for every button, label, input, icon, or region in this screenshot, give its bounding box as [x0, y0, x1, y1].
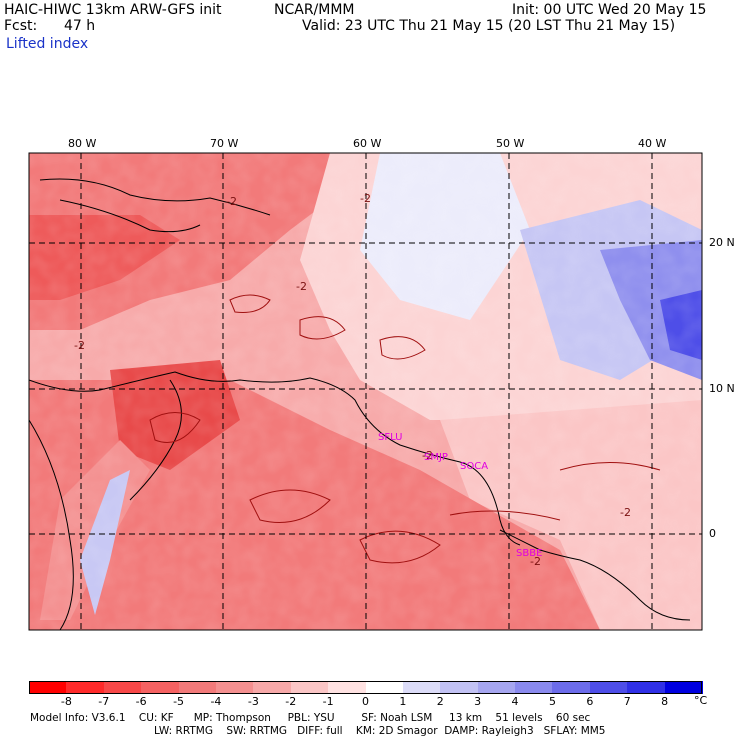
station-label: SBBE — [516, 548, 543, 559]
contour-label: -2 — [360, 192, 371, 205]
colorbar-segment — [365, 681, 404, 694]
coastlines — [28, 178, 691, 631]
colorbar-tick-label: 3 — [474, 695, 482, 708]
colorbar-tick-label: -8 — [60, 695, 72, 708]
colorbar-unit: °C — [694, 694, 708, 707]
colorbar-tick-label: 0 — [362, 695, 369, 708]
colorbar-tick-label: 1 — [399, 695, 407, 708]
colorbar-tick-label: 7 — [623, 695, 631, 708]
forecast-hour: 47 h — [64, 18, 96, 34]
colorbar-tick-label: -7 — [98, 695, 110, 708]
contour-label: -2 — [74, 339, 85, 352]
colorbar-tick-label: -5 — [173, 695, 185, 708]
contour-loop — [359, 530, 441, 564]
colorbar-segment — [103, 681, 142, 694]
colorbar-segment — [290, 681, 329, 694]
valid-time: Valid: 23 UTC Thu 21 May 15 (20 LST Thu … — [302, 18, 676, 34]
colorbar-segment — [328, 681, 367, 694]
colorbar-segment — [141, 681, 180, 694]
lon-label: 50 W — [496, 137, 525, 150]
contours — [149, 294, 661, 564]
forecast-label: Fcst: — [4, 18, 38, 34]
colorbar-tick-label: 6 — [586, 695, 594, 708]
station-label: SOCA — [460, 461, 489, 472]
colorbar-segment — [664, 681, 703, 694]
colorbar-segment — [178, 681, 217, 694]
contour-label: -2 — [530, 555, 541, 568]
lake-maracaibo-andes — [129, 379, 182, 501]
station-label: SFLU — [378, 432, 403, 443]
colorbar-segment — [515, 681, 554, 694]
contour-loop — [249, 489, 331, 523]
lat-label: 0 — [709, 527, 716, 540]
colorbar-tick-label: 4 — [511, 695, 519, 708]
contour-loop — [299, 316, 346, 340]
colorbar-segment — [402, 681, 441, 694]
colorbar-segment — [29, 681, 67, 694]
lat-label: 10 N — [709, 382, 735, 395]
colorbar-segment — [477, 681, 516, 694]
colorbar-tick-label: -1 — [322, 695, 334, 708]
colorbar-tick-label: -4 — [210, 695, 222, 708]
lon-label: 80 W — [68, 137, 97, 150]
colorbar-tick-label: -3 — [247, 695, 259, 708]
coast-pacific — [28, 419, 74, 631]
colorbar-tick-label: 2 — [436, 695, 444, 708]
colorbar-segment — [253, 681, 292, 694]
model-info-line2: LW: RRTMG SW: RRTMG DIFF: full KM: 2D Sm… — [154, 725, 606, 737]
coast-greater-antilles — [39, 178, 271, 216]
coast-south-america — [28, 371, 521, 546]
contour-loop — [149, 412, 201, 443]
contour-line — [559, 462, 661, 471]
colorbar-tick-label: -6 — [135, 695, 147, 708]
lon-label: 70 W — [210, 137, 239, 150]
colorbar-tick-label: -2 — [285, 695, 297, 708]
model-title: HAIC-HIWC 13km ARW-GFS init — [4, 2, 222, 18]
colorbar-segment — [66, 681, 105, 694]
map-frame — [28, 152, 703, 631]
lon-label: 60 W — [353, 137, 382, 150]
coast-brazil — [499, 529, 691, 621]
colorbar-segment — [215, 681, 254, 694]
contour-label: -2 — [296, 280, 307, 293]
colorbar-tick-label: 8 — [661, 695, 669, 708]
model-info-line1: Model Info: V3.6.1 CU: KF MP: Thompson P… — [30, 712, 591, 724]
colorbar-segment — [440, 681, 479, 694]
contour-line — [449, 510, 561, 521]
contour-loop — [379, 336, 426, 360]
contour-loop — [229, 294, 271, 313]
colorbar-segment — [627, 681, 666, 694]
init-time: Init: 00 UTC Wed 20 May 15 — [512, 2, 707, 18]
lat-label: 20 N — [709, 236, 735, 249]
field-name: Lifted index — [6, 36, 89, 52]
contour-label: -2 — [226, 195, 237, 208]
coast-hispaniola — [59, 199, 201, 233]
contour-label: -2 — [422, 449, 433, 462]
colorbar-tick-label: 5 — [548, 695, 556, 708]
lon-label: 40 W — [638, 137, 667, 150]
station-label: SMJP — [424, 452, 448, 463]
colorbar-segment — [552, 681, 591, 694]
contour-label: -2 — [620, 506, 631, 519]
colorbar-segment — [589, 681, 628, 694]
graticule — [29, 153, 702, 630]
organization: NCAR/MMM — [274, 2, 355, 18]
